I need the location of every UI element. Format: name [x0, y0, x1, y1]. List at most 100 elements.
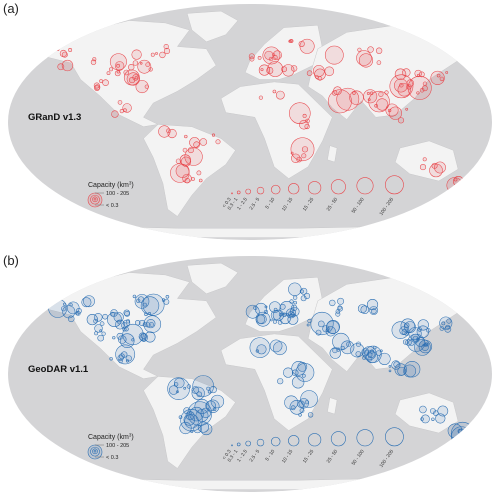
reservoir-marker	[419, 405, 427, 414]
reservoir-marker	[142, 293, 165, 316]
reservoir-marker	[367, 98, 371, 101]
reservoir-marker	[99, 79, 103, 83]
reservoir-marker	[358, 53, 374, 68]
reservoir-marker	[94, 85, 100, 91]
legend-nested-circle	[93, 197, 97, 201]
reservoir-marker	[437, 405, 449, 417]
reservoir-marker	[117, 335, 127, 344]
reservoir-marker	[324, 45, 344, 65]
reservoir-marker	[101, 331, 106, 336]
reservoir-marker	[270, 318, 273, 322]
reservoir-marker	[389, 74, 414, 99]
reservoir-marker	[61, 306, 67, 312]
reservoir-marker	[166, 128, 171, 134]
landmass-south-america	[143, 376, 236, 469]
reservoir-marker	[128, 64, 135, 71]
size-class-circle	[308, 433, 322, 447]
reservoir-marker	[352, 91, 356, 95]
reservoir-marker	[304, 400, 309, 405]
reservoir-marker	[196, 170, 202, 176]
map-panel-geodar: GeoDAR v1.1 Capacity (km3)100 - 205 < 0.3 <…	[8, 256, 492, 492]
reservoir-marker	[453, 176, 464, 187]
reservoir-marker	[439, 316, 453, 330]
reservoir-marker	[375, 47, 383, 54]
reservoir-marker	[326, 320, 340, 334]
reservoir-marker	[289, 299, 294, 304]
reservoir-marker	[132, 60, 139, 66]
reservoir-marker	[336, 87, 360, 111]
landmass-madagascar	[327, 397, 338, 415]
reservoir-marker	[298, 413, 302, 417]
reservoir-marker	[318, 320, 325, 328]
reservoir-marker	[289, 400, 305, 415]
legend-min-label: < 0.3	[106, 455, 118, 461]
size-class-circle	[245, 188, 251, 195]
reservoir-marker	[143, 302, 147, 307]
reservoir-marker	[430, 408, 436, 414]
reservoir-marker	[272, 319, 277, 324]
reservoir-marker	[207, 390, 211, 394]
reservoir-marker	[293, 300, 297, 305]
size-class-label: < 0.3	[222, 448, 233, 461]
size-class-circle	[356, 429, 374, 447]
reservoir-marker	[184, 134, 188, 139]
size-class-circle	[330, 431, 346, 447]
reservoir-marker	[441, 321, 446, 326]
reservoir-marker	[198, 178, 203, 183]
reservoir-marker	[419, 87, 425, 93]
reservoir-marker	[135, 80, 149, 94]
reservoir-marker	[420, 417, 424, 421]
landmass-africa	[220, 81, 333, 179]
reservoir-marker	[450, 421, 475, 446]
reservoir-marker	[68, 48, 73, 52]
size-class-circle	[288, 435, 300, 447]
size-class-circle	[231, 192, 233, 195]
legend-title: Capacity (km3)	[88, 181, 134, 190]
reservoir-marker	[142, 338, 146, 342]
reservoir-marker	[439, 76, 445, 82]
reservoir-marker	[180, 409, 203, 432]
reservoir-marker	[131, 338, 135, 342]
reservoir-marker	[167, 128, 177, 139]
reservoir-marker	[355, 341, 362, 347]
reservoir-marker	[288, 282, 302, 296]
reservoir-marker	[299, 408, 305, 413]
reservoir-marker	[300, 287, 308, 295]
size-class-label: < 0.3	[222, 196, 233, 209]
panel-b-letter: (b)	[3, 253, 19, 268]
reservoir-marker	[256, 314, 267, 325]
landmass-south-america	[143, 124, 236, 217]
reservoir-marker	[357, 304, 367, 314]
reservoir-marker	[132, 294, 137, 299]
reservoir-marker	[107, 312, 122, 327]
reservoir-marker	[212, 407, 217, 411]
reservoir-marker	[356, 50, 372, 66]
reservoir-marker	[317, 76, 323, 81]
reservoir-marker	[307, 318, 312, 324]
reservoir-marker	[273, 307, 278, 312]
reservoir-marker	[187, 147, 194, 154]
reservoir-marker	[184, 414, 199, 429]
reservoir-marker	[81, 297, 92, 308]
reservoir-marker	[249, 56, 255, 62]
reservoir-marker	[295, 363, 315, 382]
reservoir-marker	[257, 56, 262, 60]
reservoir-marker	[76, 311, 81, 316]
reservoir-marker	[403, 361, 421, 378]
map-panel-grand: GRanD v1.3 Capacity (km3)100 - 205 < 0.3 < …	[8, 4, 492, 240]
size-class-circle	[236, 190, 241, 195]
reservoir-marker	[139, 62, 143, 65]
dataset-label: GeoDAR v1.1	[28, 364, 89, 375]
reservoir-marker	[92, 57, 97, 62]
reservoir-marker	[86, 314, 98, 326]
landmass-greenland	[186, 262, 239, 295]
reservoir-marker	[368, 90, 390, 113]
reservoir-marker	[291, 361, 306, 376]
reservoir-marker	[284, 395, 299, 410]
reservoir-marker	[114, 61, 125, 71]
size-class-circle	[256, 438, 265, 447]
reservoir-marker	[267, 61, 284, 77]
reservoir-marker	[414, 339, 431, 356]
reservoir-marker	[168, 385, 179, 395]
reservoir-marker	[366, 299, 379, 311]
